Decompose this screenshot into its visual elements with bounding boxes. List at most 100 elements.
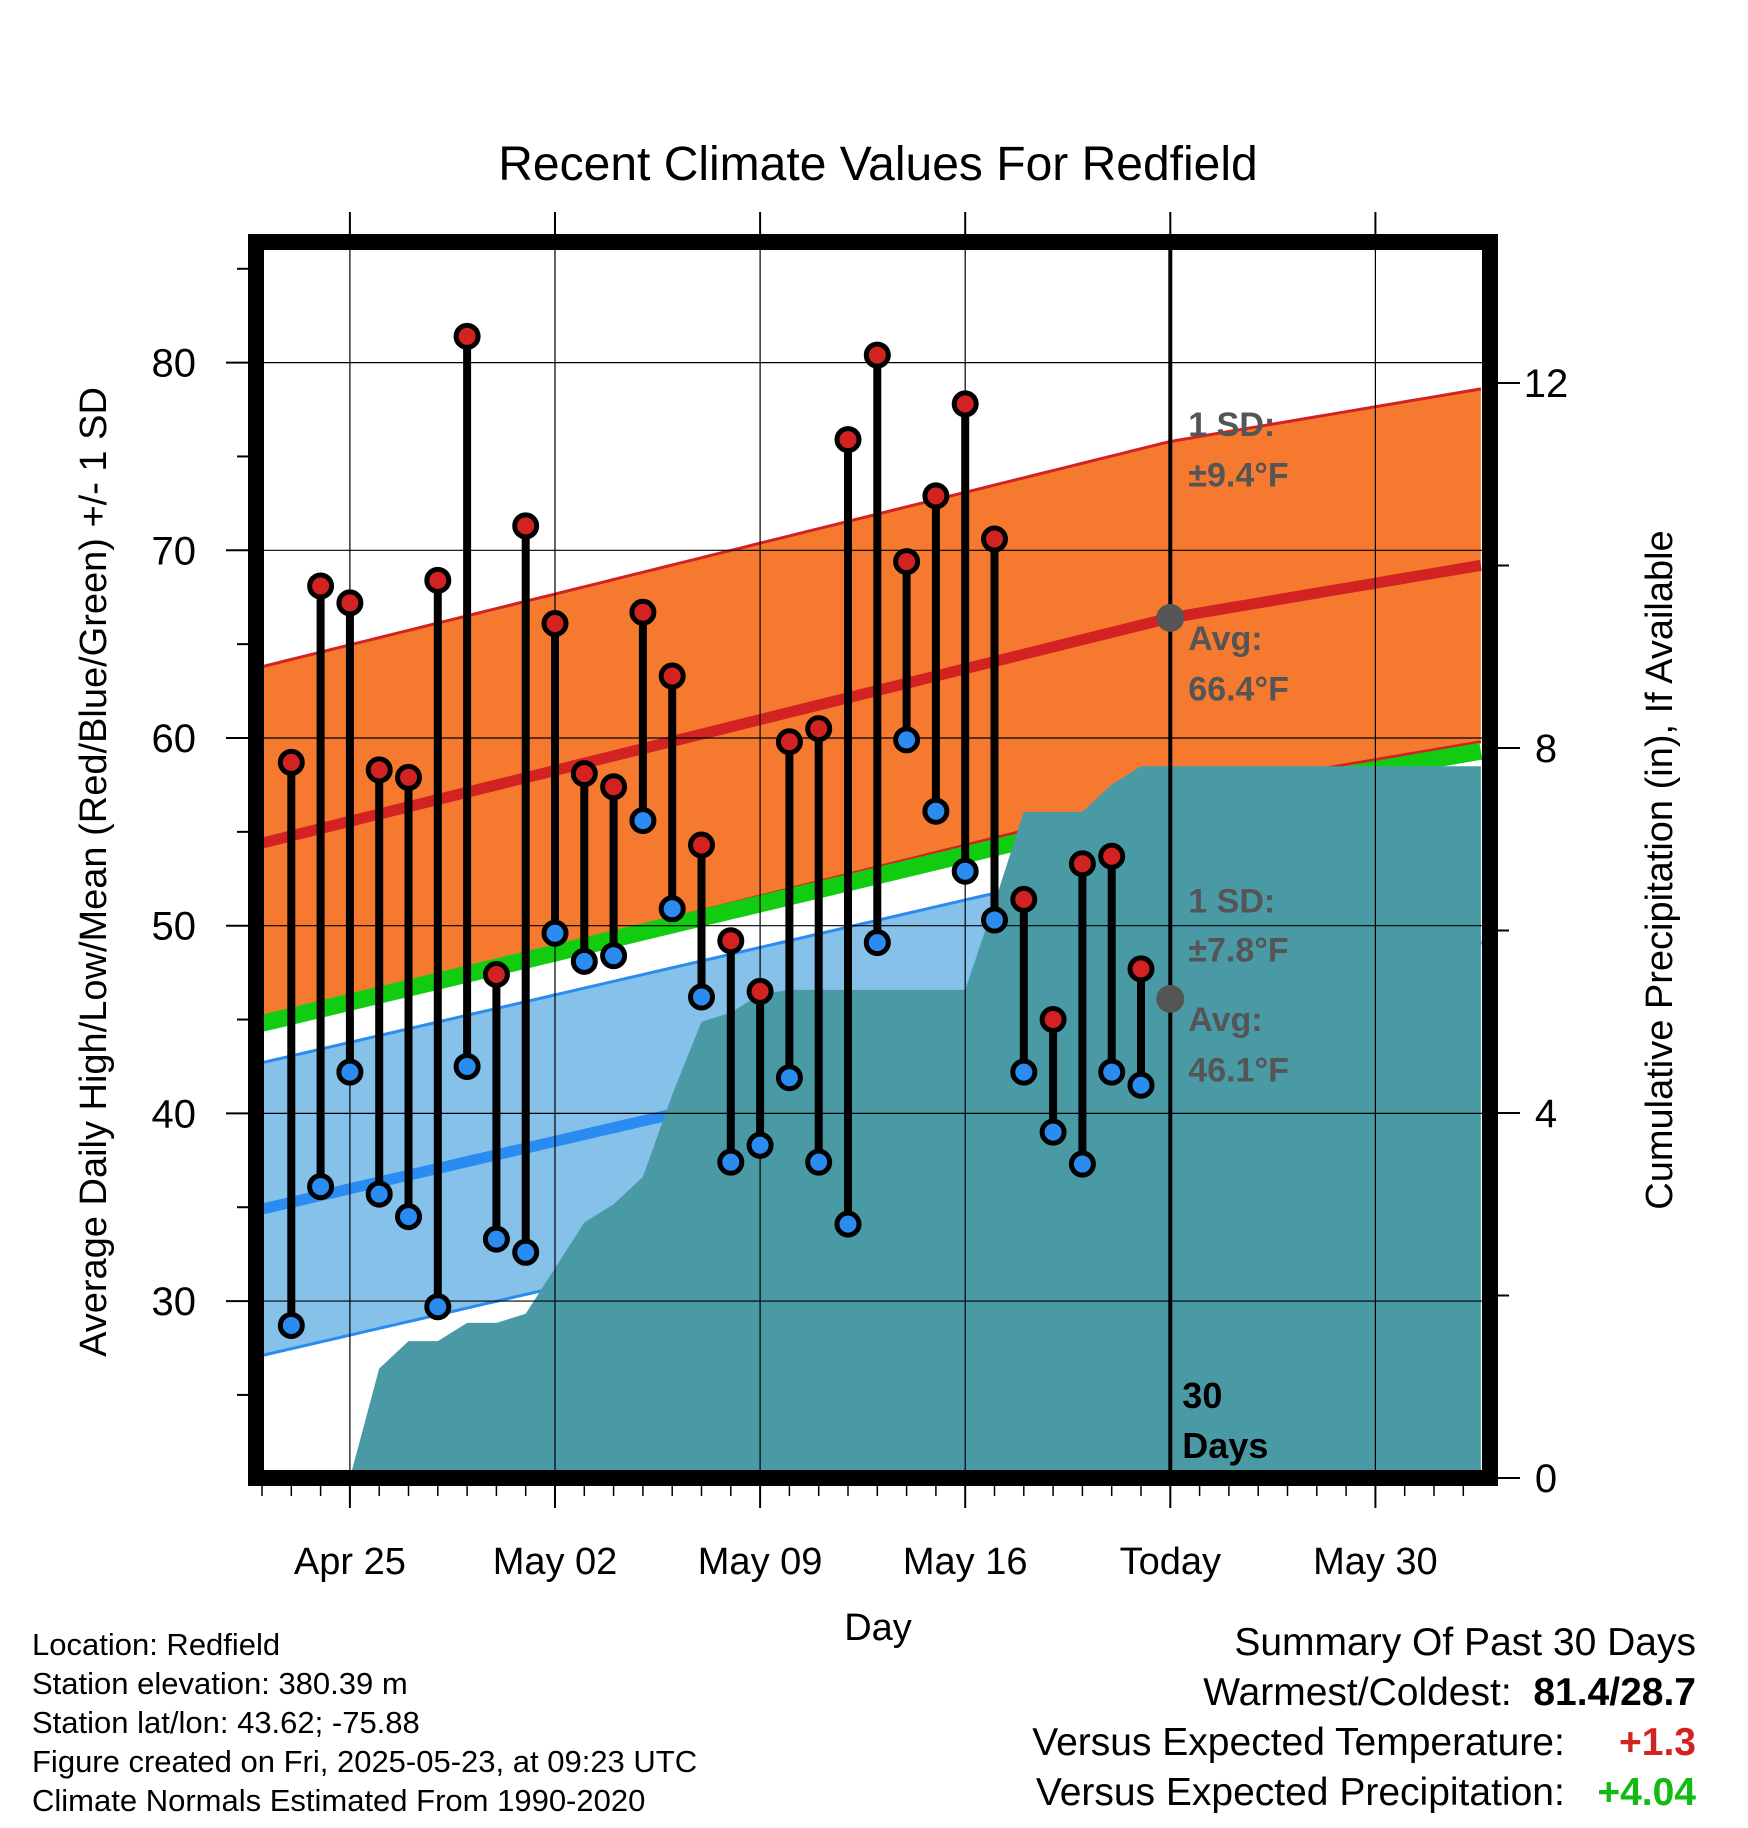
x-tick-label: May 02 <box>493 1541 618 1583</box>
daily-low-point <box>717 1148 745 1176</box>
daily-bar <box>775 728 803 1092</box>
info-created: Figure created on Fri, 2025-05-23, at 09… <box>32 1744 698 1779</box>
summary-temp: Versus Expected Temperature: +1.3 <box>1032 1718 1696 1768</box>
low-avg-value: 46.1°F <box>1188 1051 1289 1089</box>
daily-high-point <box>1127 955 1155 983</box>
daily-bar <box>395 763 422 1231</box>
daily-low-point <box>981 906 1008 934</box>
daily-bar <box>863 341 891 957</box>
y-axis-label: Average Daily High/Low/Mean (Red/Blue/Gr… <box>73 387 115 1357</box>
daily-low-point <box>1098 1058 1126 1086</box>
daily-low-point <box>922 797 950 825</box>
daily-bar <box>570 760 598 975</box>
daily-high-point <box>512 512 540 540</box>
daily-bar <box>365 756 393 1208</box>
daily-bar <box>717 927 745 1176</box>
daily-high-point <box>277 748 305 776</box>
daily-low-point <box>688 983 715 1011</box>
daily-high-point <box>658 662 686 690</box>
summary-precip: Versus Expected Precipitation: +4.04 <box>1032 1768 1696 1818</box>
daily-low-point <box>629 807 657 835</box>
low-avg-label: Avg: <box>1188 1001 1262 1039</box>
daily-low-point <box>775 1064 803 1092</box>
precip-label: Versus Expected Precipitation: <box>1035 1771 1565 1814</box>
daily-bar <box>805 715 833 1176</box>
daily-high-point <box>395 763 422 791</box>
low-avg-marker <box>1156 984 1185 1013</box>
high-avg-value: 66.4°F <box>1188 670 1289 708</box>
daily-bar <box>307 572 335 1201</box>
station-info: Location: Redfield Station elevation: 38… <box>32 1625 697 1820</box>
y-tick-label: 30 <box>152 1280 197 1324</box>
daily-high-point <box>365 756 393 784</box>
temp-label: Versus Expected Temperature: <box>1032 1721 1565 1764</box>
x-tick-label: May 30 <box>1313 1541 1438 1583</box>
daily-high-point <box>981 525 1008 553</box>
y2-tick-label: 8 <box>1535 727 1557 771</box>
daily-high-point <box>893 548 921 576</box>
daily-low-point <box>277 1311 305 1339</box>
daily-low-point <box>1068 1150 1096 1178</box>
daily-low-point <box>863 929 891 957</box>
daily-low-point <box>1127 1071 1155 1099</box>
x-tick-label: May 09 <box>698 1541 823 1583</box>
y2-tick-label: 12 <box>1524 362 1569 406</box>
daily-bar <box>951 390 979 885</box>
daily-low-point <box>395 1203 422 1231</box>
precip-value: +4.04 <box>1597 1771 1696 1814</box>
high-sd-value: ±9.4°F <box>1188 456 1288 494</box>
summary-panel: Summary Of Past 30 Days Warmest/Coldest:… <box>1032 1618 1696 1818</box>
daily-low-point <box>453 1052 481 1080</box>
y-tick-label: 40 <box>152 1092 197 1136</box>
plot-area: 1 SD: ±9.4°F Avg: 66.4°F 1 SD: ±7.8°F Avg: 46.1… <box>152 212 1569 1583</box>
daily-bar <box>1098 842 1126 1086</box>
y-tick-label: 60 <box>152 717 197 761</box>
daily-bar <box>453 322 481 1080</box>
daily-high-point <box>922 482 950 510</box>
daily-bar <box>629 598 657 835</box>
daily-low-point <box>893 726 921 754</box>
daily-high-point <box>1098 842 1126 870</box>
daily-low-point <box>658 895 686 923</box>
daily-bar <box>541 610 569 947</box>
daily-high-point <box>424 566 452 594</box>
daily-low-point <box>541 919 569 947</box>
warm-cold-label: Warmest/Coldest: <box>1203 1671 1512 1714</box>
daily-bar <box>1010 885 1038 1086</box>
daily-bar <box>1068 850 1096 1178</box>
daily-low-point <box>1010 1058 1038 1086</box>
daily-high-point <box>775 728 803 756</box>
y-tick-label: 50 <box>152 905 197 949</box>
daily-bar <box>600 773 628 970</box>
daily-high-point <box>570 760 598 788</box>
info-location: Location: Redfield <box>32 1627 281 1662</box>
daily-bar <box>336 589 364 1086</box>
daily-bar <box>658 662 686 923</box>
daily-bar <box>277 748 305 1339</box>
x-tick-label: May 16 <box>903 1541 1028 1583</box>
daily-high-point <box>600 773 628 801</box>
daily-low-point <box>424 1293 452 1321</box>
temp-value: +1.3 <box>1619 1721 1696 1764</box>
today-days-label: 30 <box>1182 1375 1222 1416</box>
warm-cold-value: 81.4/28.7 <box>1533 1671 1696 1714</box>
daily-low-point <box>365 1180 393 1208</box>
daily-high-point <box>629 598 657 626</box>
daily-high-point <box>336 589 364 617</box>
daily-low-point <box>482 1225 510 1253</box>
daily-bar <box>424 566 452 1321</box>
y2-tick-label: 4 <box>1535 1092 1557 1136</box>
low-sd-label: 1 SD: <box>1188 883 1275 921</box>
y-tick-label: 80 <box>152 342 197 386</box>
precip-area <box>352 766 1481 1470</box>
daily-bar <box>1127 955 1155 1099</box>
daily-bar <box>1039 1006 1067 1146</box>
daily-low-point <box>307 1173 335 1201</box>
x-tick-label: Today <box>1120 1541 1221 1583</box>
daily-low-point <box>600 942 628 970</box>
daily-high-point <box>307 572 335 600</box>
plot-frame <box>248 234 1498 1486</box>
daily-high-point <box>717 927 745 955</box>
daily-low-point <box>512 1238 540 1266</box>
daily-high-point <box>1068 850 1096 878</box>
